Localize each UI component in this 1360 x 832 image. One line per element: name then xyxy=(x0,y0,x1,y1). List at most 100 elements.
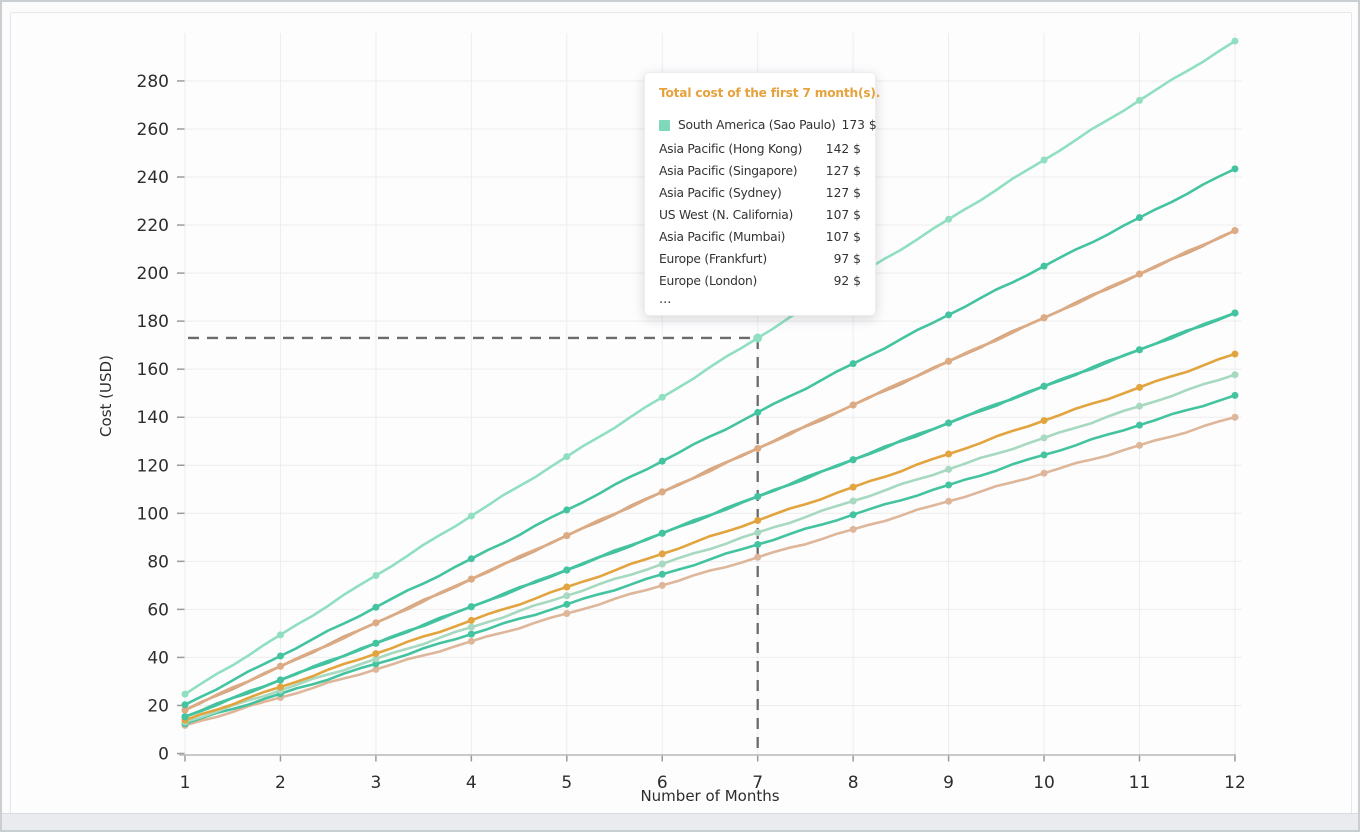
series-line-europe-london[interactable] xyxy=(183,373,1237,724)
series-point-unlabeled-1-month-12[interactable] xyxy=(1231,391,1239,399)
series-point-unlabeled-2-month-7[interactable] xyxy=(754,553,762,561)
series-point-asia-pacific-singapore-month-1[interactable] xyxy=(181,706,189,714)
y-tick-label-180: 180 xyxy=(137,312,169,332)
series-point-unlabeled-1-month-11[interactable] xyxy=(1136,421,1143,429)
series-point-unlabeled-2-month-9[interactable] xyxy=(945,497,953,505)
series-point-unlabeled-1-month-8[interactable] xyxy=(849,511,857,519)
series-point-us-west-n-california-month-8[interactable] xyxy=(849,456,857,464)
series-point-europe-london-month-7[interactable] xyxy=(754,529,762,537)
series-point-europe-frankfurt-month-11[interactable] xyxy=(1136,383,1143,391)
series-point-asia-pacific-hong-kong-month-1[interactable] xyxy=(181,701,189,709)
series-point-unlabeled-1-month-9[interactable] xyxy=(945,481,953,489)
series-point-asia-pacific-singapore-month-9[interactable] xyxy=(945,357,953,365)
series-point-asia-pacific-hong-kong-month-2[interactable] xyxy=(276,652,284,660)
series-point-unlabeled-2-month-10[interactable] xyxy=(1040,469,1048,477)
series-point-unlabeled-2-month-3[interactable] xyxy=(372,665,380,673)
series-point-us-west-n-california-month-3[interactable] xyxy=(372,639,380,647)
series-point-asia-pacific-singapore-month-6[interactable] xyxy=(658,488,666,496)
series-point-asia-pacific-singapore-month-3[interactable] xyxy=(372,619,380,627)
series-point-unlabeled-1-month-3[interactable] xyxy=(372,660,380,668)
series-point-europe-london-month-4[interactable] xyxy=(467,623,475,631)
series-point-us-west-n-california-month-2[interactable] xyxy=(276,676,284,684)
tooltip-row-label: Asia Pacific (Sydney) xyxy=(659,186,782,200)
series-point-south-america-sao-paulo-month-7[interactable] xyxy=(753,333,763,343)
series-point-europe-frankfurt-month-6[interactable] xyxy=(658,550,666,558)
series-line-asia-pacific-singapore[interactable] xyxy=(183,229,1237,712)
series-point-europe-frankfurt-month-8[interactable] xyxy=(849,483,857,491)
series-point-asia-pacific-singapore-month-12[interactable] xyxy=(1231,227,1239,235)
series-point-asia-pacific-hong-kong-month-10[interactable] xyxy=(1040,262,1048,270)
series-point-south-america-sao-paulo-month-4[interactable] xyxy=(467,512,475,520)
series-point-europe-london-month-12[interactable] xyxy=(1231,371,1239,379)
series-point-south-america-sao-paulo-month-2[interactable] xyxy=(276,631,284,639)
series-point-europe-london-month-8[interactable] xyxy=(849,497,857,505)
series-point-asia-pacific-singapore-month-10[interactable] xyxy=(1040,314,1048,322)
series-point-unlabeled-1-month-4[interactable] xyxy=(467,630,475,638)
series-point-south-america-sao-paulo-month-9[interactable] xyxy=(945,215,953,223)
series-point-south-america-sao-paulo-month-5[interactable] xyxy=(563,453,571,461)
series-point-europe-frankfurt-month-2[interactable] xyxy=(276,683,284,691)
series-point-unlabeled-1-month-7[interactable] xyxy=(754,541,762,549)
series-point-asia-pacific-hong-kong-month-8[interactable] xyxy=(849,360,857,368)
series-point-asia-pacific-singapore-month-5[interactable] xyxy=(563,532,571,540)
series-point-us-west-n-california-month-1[interactable] xyxy=(181,713,189,721)
series-point-asia-pacific-hong-kong-month-4[interactable] xyxy=(467,555,475,563)
series-point-unlabeled-2-month-6[interactable] xyxy=(658,581,666,589)
series-point-us-west-n-california-month-10[interactable] xyxy=(1040,382,1048,390)
series-point-asia-pacific-singapore-month-7[interactable] xyxy=(754,444,762,452)
series-point-asia-pacific-hong-kong-month-7[interactable] xyxy=(754,408,762,416)
series-point-us-west-n-california-month-5[interactable] xyxy=(563,566,571,574)
series-point-unlabeled-2-month-11[interactable] xyxy=(1136,441,1143,449)
series-point-asia-pacific-singapore-month-4[interactable] xyxy=(467,575,475,583)
series-point-asia-pacific-singapore-month-8[interactable] xyxy=(849,401,857,409)
series-line-unlabeled-2[interactable] xyxy=(183,415,1237,727)
series-point-us-west-n-california-month-4[interactable] xyxy=(467,603,475,611)
series-line-unlabeled-1[interactable] xyxy=(183,394,1237,725)
series-point-us-west-n-california-month-12[interactable] xyxy=(1231,309,1239,317)
series-point-unlabeled-1-month-5[interactable] xyxy=(563,600,571,608)
series-point-south-america-sao-paulo-month-11[interactable] xyxy=(1136,96,1143,104)
series-point-europe-london-month-6[interactable] xyxy=(658,560,666,568)
series-line-europe-frankfurt[interactable] xyxy=(183,352,1237,722)
series-point-europe-london-month-11[interactable] xyxy=(1136,402,1143,410)
series-point-south-america-sao-paulo-month-1[interactable] xyxy=(181,690,189,698)
series-point-unlabeled-2-month-8[interactable] xyxy=(849,525,857,533)
series-point-asia-pacific-hong-kong-month-12[interactable] xyxy=(1231,165,1239,173)
series-point-europe-frankfurt-month-9[interactable] xyxy=(945,450,953,458)
series-point-europe-frankfurt-month-7[interactable] xyxy=(754,517,762,525)
series-point-unlabeled-2-month-4[interactable] xyxy=(467,637,475,645)
series-point-europe-frankfurt-month-4[interactable] xyxy=(467,616,475,624)
series-point-south-america-sao-paulo-month-6[interactable] xyxy=(658,393,666,401)
series-point-south-america-sao-paulo-month-3[interactable] xyxy=(372,572,380,580)
series-point-europe-frankfurt-month-10[interactable] xyxy=(1040,417,1048,425)
tooltip-title: Total cost of the first 7 month(s). xyxy=(659,86,881,100)
series-point-unlabeled-2-month-5[interactable] xyxy=(563,609,571,617)
series-point-unlabeled-1-month-6[interactable] xyxy=(658,570,666,578)
series-point-us-west-n-california-month-11[interactable] xyxy=(1136,346,1143,354)
series-line-asia-pacific-hong-kong[interactable] xyxy=(183,167,1237,706)
series-line-us-west-n-california[interactable] xyxy=(183,311,1237,718)
series-point-unlabeled-1-month-10[interactable] xyxy=(1040,451,1048,459)
series-point-us-west-n-california-month-9[interactable] xyxy=(945,419,953,427)
series-point-europe-london-month-5[interactable] xyxy=(563,592,571,600)
series-point-europe-london-month-3[interactable] xyxy=(372,655,380,663)
series-point-asia-pacific-hong-kong-month-9[interactable] xyxy=(945,311,953,319)
series-point-europe-london-month-9[interactable] xyxy=(945,465,953,473)
series-point-asia-pacific-singapore-month-11[interactable] xyxy=(1136,270,1143,278)
series-point-europe-london-month-10[interactable] xyxy=(1040,434,1048,442)
series-point-unlabeled-2-month-12[interactable] xyxy=(1231,413,1239,421)
series-point-us-west-n-california-month-7[interactable] xyxy=(754,492,762,500)
series-point-europe-frankfurt-month-3[interactable] xyxy=(372,650,380,658)
series-point-europe-frankfurt-month-12[interactable] xyxy=(1231,350,1239,358)
series-point-europe-frankfurt-month-5[interactable] xyxy=(563,583,571,591)
series-point-us-west-n-california-month-6[interactable] xyxy=(658,529,666,537)
y-tick-label-200: 200 xyxy=(137,264,169,284)
series-point-asia-pacific-hong-kong-month-6[interactable] xyxy=(658,457,666,465)
series-point-south-america-sao-paulo-month-12[interactable] xyxy=(1231,37,1239,45)
series-point-asia-pacific-hong-kong-month-11[interactable] xyxy=(1136,214,1143,222)
series-line-south-america-sao-paulo[interactable] xyxy=(183,39,1237,696)
series-point-asia-pacific-hong-kong-month-5[interactable] xyxy=(563,506,571,514)
series-point-south-america-sao-paulo-month-10[interactable] xyxy=(1040,156,1048,164)
series-point-asia-pacific-hong-kong-month-3[interactable] xyxy=(372,603,380,611)
series-point-asia-pacific-singapore-month-2[interactable] xyxy=(276,662,284,670)
